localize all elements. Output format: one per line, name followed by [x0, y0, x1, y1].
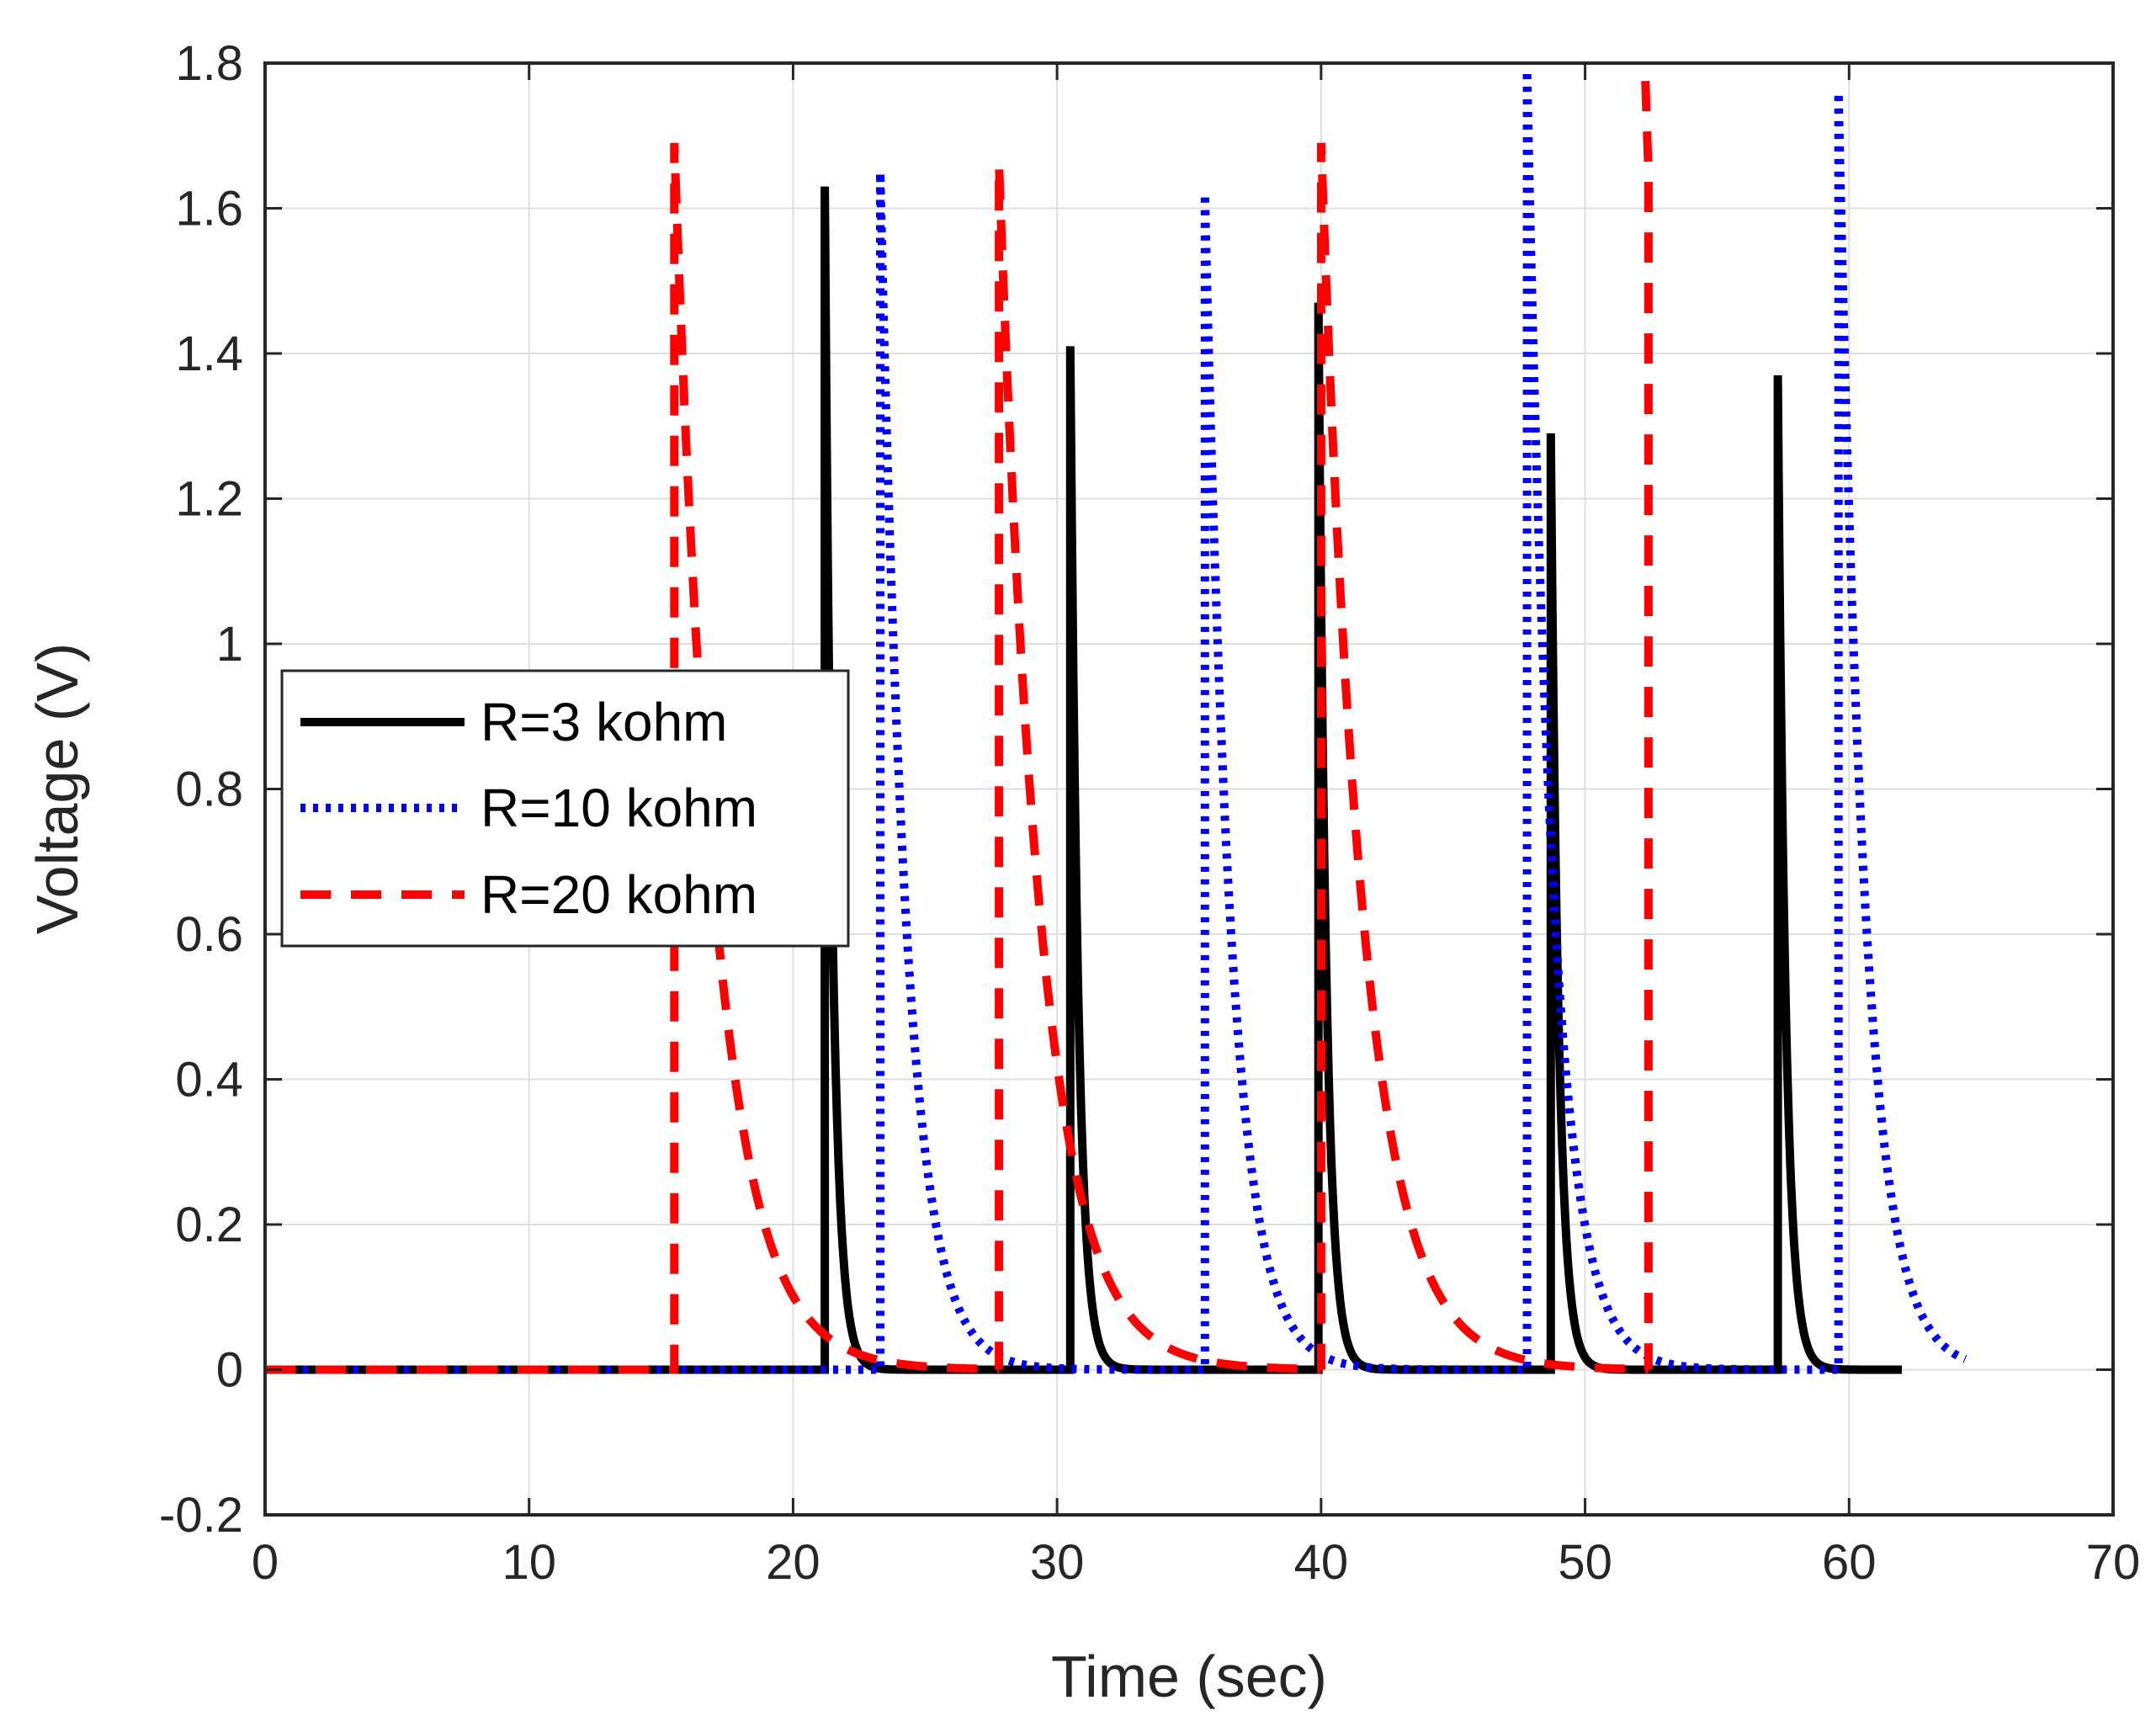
x-tick-label: 0: [252, 1535, 279, 1590]
x-tick-label: 40: [1294, 1535, 1349, 1590]
y-axis-label: Voltage (V): [24, 643, 90, 934]
legend-label-1: R=3 kohm: [481, 692, 727, 752]
legend-label-3: R=20 kohm: [481, 864, 757, 925]
y-tick-label: 0.2: [175, 1198, 243, 1252]
y-tick-label: 1.6: [175, 182, 243, 236]
x-tick-label: 10: [502, 1535, 556, 1590]
legend: R=3 kohm R=10 kohm R=20 kohm: [280, 669, 850, 948]
y-tick-label: 0: [216, 1343, 243, 1398]
tick-labels: 0 10 20 30 40 50 60 70-0.200.20.40.60.811.21.41…: [159, 36, 2140, 1590]
x-tick-label: 50: [1558, 1535, 1612, 1590]
x-tick-label: 30: [1030, 1535, 1085, 1590]
ticks: [263, 61, 2115, 1517]
legend-label-2: R=10 kohm: [481, 778, 757, 838]
y-tick-label: -0.2: [159, 1488, 243, 1543]
y-tick-label: 0.6: [175, 907, 243, 962]
y-tick-label: 1: [216, 617, 243, 672]
series-layer: [265, 63, 1967, 1374]
x-tick-label: 60: [1822, 1535, 1877, 1590]
series-line-3: [265, 63, 1653, 1374]
y-tick-label: 1.2: [175, 472, 243, 527]
series-line-2: [265, 70, 1967, 1374]
y-tick-label: 1.8: [175, 36, 243, 91]
y-tick-label: 0.8: [175, 762, 243, 817]
y-tick-label: 1.4: [175, 327, 243, 381]
x-tick-label: 20: [766, 1535, 820, 1590]
x-tick-label: 70: [2086, 1535, 2141, 1590]
x-axis-label: Time (sec): [1051, 1644, 1327, 1709]
y-tick-label: 0.4: [175, 1053, 243, 1108]
